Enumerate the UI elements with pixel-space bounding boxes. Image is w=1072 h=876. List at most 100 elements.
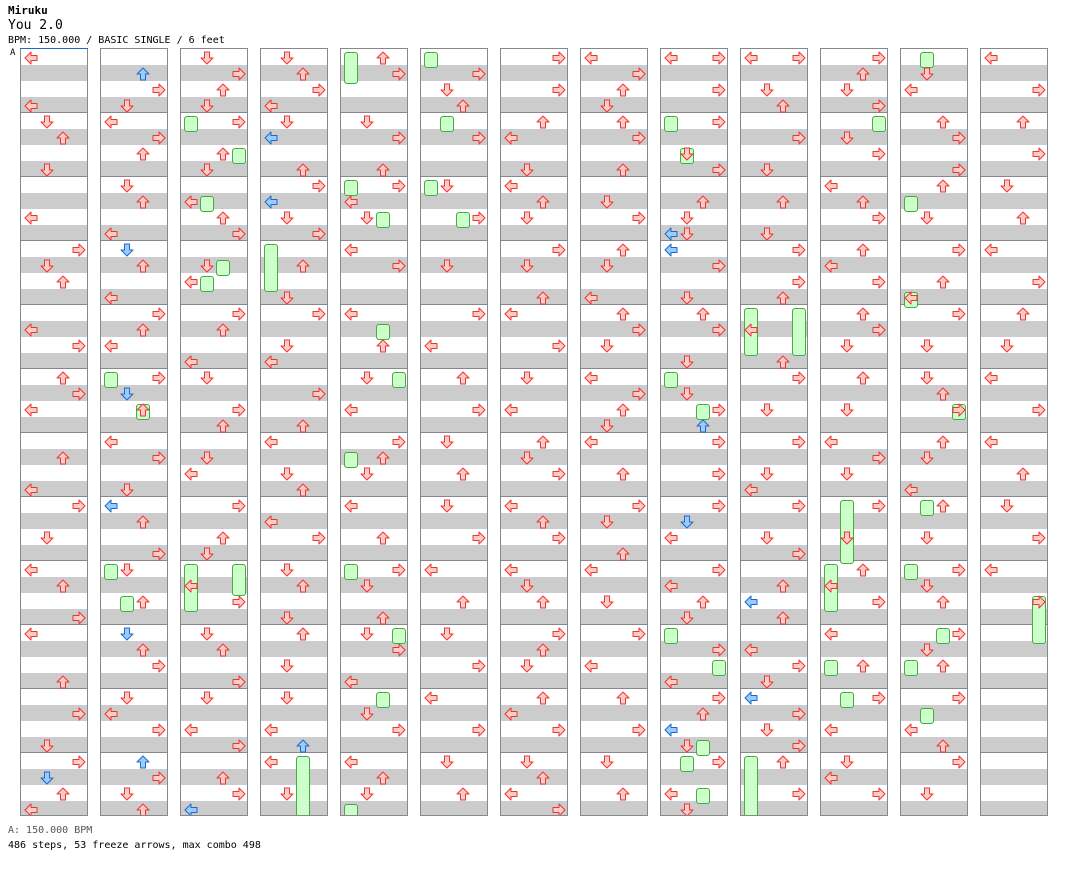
arrow-left-icon bbox=[24, 402, 38, 417]
measure-line bbox=[661, 496, 727, 497]
freeze-arrow-left bbox=[344, 564, 358, 580]
arrow-left-icon bbox=[184, 354, 198, 369]
arrow-right-icon bbox=[72, 338, 86, 353]
arrow-up-icon bbox=[936, 114, 950, 129]
arrow-left-icon bbox=[264, 130, 278, 145]
measure-line bbox=[581, 368, 647, 369]
arrow-up-icon bbox=[216, 82, 230, 97]
arrow-right-icon bbox=[792, 786, 806, 801]
arrow-down-icon bbox=[280, 290, 294, 305]
arrow-left-icon bbox=[344, 402, 358, 417]
arrow-right-icon bbox=[952, 690, 966, 705]
measure-line bbox=[501, 432, 567, 433]
arrow-down-icon bbox=[120, 786, 134, 801]
arrow-left-icon bbox=[104, 290, 118, 305]
chart-column bbox=[900, 48, 968, 816]
arrow-right-icon bbox=[472, 130, 486, 145]
measure-line bbox=[261, 368, 327, 369]
arrow-left-icon bbox=[104, 498, 118, 513]
arrow-up-icon bbox=[856, 242, 870, 257]
freeze-arrow-right bbox=[392, 628, 406, 644]
measure-line bbox=[341, 432, 407, 433]
arrow-right-icon bbox=[232, 674, 246, 689]
measure-line bbox=[981, 624, 1047, 625]
freeze-arrow-left bbox=[904, 564, 918, 580]
measure-line bbox=[421, 432, 487, 433]
measure-line bbox=[661, 688, 727, 689]
arrow-up-icon bbox=[136, 514, 150, 529]
arrow-right-icon bbox=[872, 98, 886, 113]
measure-line bbox=[261, 240, 327, 241]
freeze-arrow-up bbox=[376, 212, 390, 228]
arrow-down-icon bbox=[680, 226, 694, 241]
arrow-down-icon bbox=[760, 162, 774, 177]
measure-line bbox=[661, 432, 727, 433]
arrow-right-icon bbox=[632, 498, 646, 513]
arrow-right-icon bbox=[1032, 146, 1046, 161]
measure-line bbox=[341, 752, 407, 753]
arrow-down-icon bbox=[40, 114, 54, 129]
measure-line bbox=[181, 560, 247, 561]
arrow-left-icon bbox=[344, 194, 358, 209]
arrow-up-icon bbox=[376, 530, 390, 545]
arrow-up-icon bbox=[456, 466, 470, 481]
arrow-right-icon bbox=[232, 306, 246, 321]
arrow-down-icon bbox=[200, 98, 214, 113]
arrow-right-icon bbox=[712, 50, 726, 65]
arrow-down-icon bbox=[600, 594, 614, 609]
arrow-up-icon bbox=[56, 450, 70, 465]
measure-line bbox=[741, 688, 807, 689]
measure-line bbox=[741, 560, 807, 561]
freeze-arrow-right bbox=[872, 116, 886, 132]
measure-line bbox=[901, 496, 967, 497]
measure-line bbox=[21, 688, 87, 689]
arrow-right-icon bbox=[72, 242, 86, 257]
arrow-right-icon bbox=[312, 530, 326, 545]
arrow-down-icon bbox=[520, 258, 534, 273]
arrow-right-icon bbox=[152, 450, 166, 465]
arrow-down-icon bbox=[680, 146, 694, 161]
measure-line bbox=[741, 752, 807, 753]
measure-line bbox=[21, 112, 87, 113]
arrow-left-icon bbox=[664, 578, 678, 593]
arrow-left-icon bbox=[664, 674, 678, 689]
arrow-down-icon bbox=[120, 178, 134, 193]
measure-line bbox=[101, 368, 167, 369]
measure-line bbox=[901, 304, 967, 305]
arrow-left-icon bbox=[824, 722, 838, 737]
arrow-up-icon bbox=[536, 594, 550, 609]
arrow-right-icon bbox=[72, 498, 86, 513]
measure-line bbox=[981, 304, 1047, 305]
arrow-down-icon bbox=[280, 50, 294, 65]
arrow-left-icon bbox=[184, 274, 198, 289]
arrow-down-icon bbox=[40, 770, 54, 785]
measure-line bbox=[101, 176, 167, 177]
measure-line bbox=[341, 304, 407, 305]
measure-line bbox=[501, 560, 567, 561]
arrow-left-icon bbox=[264, 434, 278, 449]
measure-line bbox=[981, 496, 1047, 497]
arrow-right-icon bbox=[472, 658, 486, 673]
measure-line bbox=[901, 624, 967, 625]
measure-line bbox=[581, 176, 647, 177]
freeze-arrow-down bbox=[200, 196, 214, 212]
chart-info: BPM: 150.000 / BASIC SINGLE / 6 feet bbox=[8, 35, 225, 46]
measure-line bbox=[261, 752, 327, 753]
measure-line bbox=[981, 688, 1047, 689]
arrow-down-icon bbox=[280, 338, 294, 353]
arrow-down-icon bbox=[680, 610, 694, 625]
freeze-arrow-left bbox=[664, 372, 678, 388]
measure-line bbox=[821, 240, 887, 241]
arrow-down-icon bbox=[680, 354, 694, 369]
measure-line bbox=[981, 112, 1047, 113]
measure-line bbox=[421, 304, 487, 305]
arrow-left-icon bbox=[184, 722, 198, 737]
arrow-right-icon bbox=[232, 66, 246, 81]
arrow-up-icon bbox=[616, 786, 630, 801]
arrow-down-icon bbox=[840, 754, 854, 769]
freeze-arrow-left bbox=[424, 52, 438, 68]
arrow-right-icon bbox=[712, 114, 726, 129]
arrow-right-icon bbox=[872, 594, 886, 609]
arrow-left-icon bbox=[664, 722, 678, 737]
arrow-right-icon bbox=[792, 706, 806, 721]
